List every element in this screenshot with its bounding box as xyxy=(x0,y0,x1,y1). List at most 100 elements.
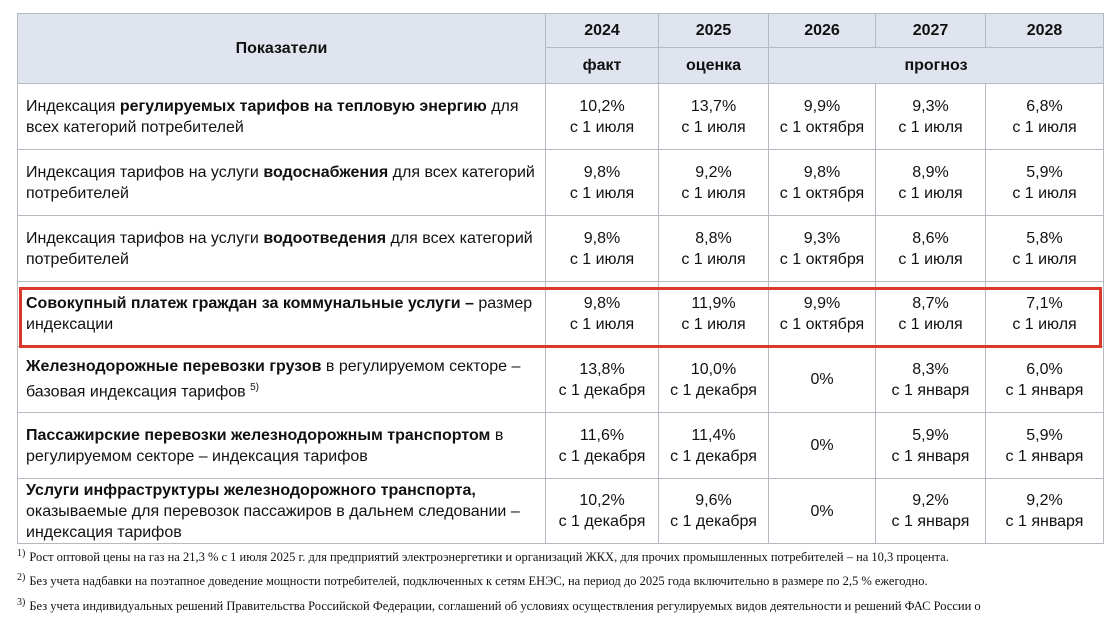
value: 8,6% xyxy=(912,229,949,247)
year: 2027 xyxy=(912,22,949,39)
value-cell: 5,8% с 1 июля xyxy=(985,215,1104,282)
highlight-frame xyxy=(19,287,1102,348)
value-cell: 8,3% с 1 января xyxy=(875,346,986,413)
date: с 1 июля xyxy=(569,118,635,136)
date: с 1 июля xyxy=(681,316,746,333)
year-cell: 2027 xyxy=(875,13,986,48)
date: с 1 июля xyxy=(1012,250,1077,268)
value: 5,9% xyxy=(912,426,949,444)
row-label-cell: Услуги инфраструктуры железнодорожного т… xyxy=(17,478,546,544)
date: с 1 января xyxy=(891,513,970,530)
date: с 1 июля xyxy=(681,250,746,268)
date: с 1 июля xyxy=(898,316,963,333)
row-label: Индексация тарифов на услуги водоотведен… xyxy=(26,228,537,270)
value-cell: 9,9% с 1 октября xyxy=(768,83,876,150)
value-cell: 10,2% с 1 июля xyxy=(545,83,659,150)
value: 8,7% xyxy=(912,295,949,312)
label-part: для всех категорий потребителей xyxy=(26,163,535,202)
value: 9,6% xyxy=(695,492,732,509)
footnote-text: Без учета надбавки на поэтапное доведени… xyxy=(29,574,928,589)
value-cell: 8,8% с 1 июля xyxy=(658,215,769,282)
date: с 1 декабря xyxy=(670,513,757,530)
value: 0% xyxy=(810,502,834,520)
value: 9,3% xyxy=(912,97,949,115)
value: 5,9% xyxy=(1026,163,1063,181)
date: с 1 декабря xyxy=(558,513,646,530)
footnote-text: Без учета индивидуальных решений Правите… xyxy=(29,599,981,614)
status: факт xyxy=(582,57,622,74)
value-cell: 9,8% с 1 июля xyxy=(545,215,659,282)
year-cell: 2026 xyxy=(768,13,876,48)
label-part: Совокупный платеж граждан за коммунальны… xyxy=(26,295,474,312)
date: с 1 июля xyxy=(898,118,963,136)
value-cell: 9,8% с 1 июля xyxy=(545,149,659,216)
footnote: 2) Без учета надбавки на поэтапное доведе… xyxy=(17,572,928,589)
date: с 1 октября xyxy=(779,250,865,268)
year: 2026 xyxy=(804,22,840,39)
label-part: Пассажирские перевозки железнодорожным т… xyxy=(26,426,491,444)
value-cell: 9,2% с 1 июля xyxy=(658,149,769,216)
status-cell: факт xyxy=(545,47,659,84)
label-part: водоснабжения xyxy=(263,163,389,181)
value-cell: 8,6% с 1 июля xyxy=(875,215,986,282)
value: 10,0% xyxy=(690,360,737,378)
date: с 1 июля xyxy=(898,250,963,268)
value: 10,2% xyxy=(579,492,625,509)
date: с 1 января xyxy=(1005,513,1084,530)
value: 5,8% xyxy=(1026,229,1063,247)
value: 10,2% xyxy=(579,97,625,115)
date: с 1 декабря xyxy=(670,447,757,465)
value: 11,4% xyxy=(691,426,736,444)
row-label-cell: Железнодорожные перевозки грузов в регул… xyxy=(17,346,546,413)
row-label: Пассажирские перевозки железнодорожным т… xyxy=(26,425,537,467)
value-cell: 10,0% с 1 декабря xyxy=(658,346,769,413)
value: 7,1% xyxy=(1026,295,1063,312)
row-label-cell: Пассажирские перевозки железнодорожным т… xyxy=(17,412,546,479)
label-part: для всех категорий потребителей xyxy=(26,229,533,268)
value: 9,2% xyxy=(695,163,732,181)
footnote: 3) Без учета индивидуальных решений Прави… xyxy=(17,597,981,614)
value-cell: 5,9% с 1 июля xyxy=(985,149,1104,216)
date: с 1 июля xyxy=(681,118,746,136)
value-cell: 9,2% с 1 января xyxy=(985,478,1104,544)
footnote: 1) Рост оптовой цены на газ на 21,3 % с 1… xyxy=(17,548,949,565)
footnote-text: Рост оптовой цены на газ на 21,3 % с 1 и… xyxy=(29,550,949,565)
header-cell: Показатели xyxy=(17,13,546,84)
value-cell: 0% xyxy=(768,412,876,479)
year-cell: 2024 xyxy=(545,13,659,48)
value-cell: 9,8% с 1 октября xyxy=(768,149,876,216)
label-part: в регулируемом секторе – базовая индекса… xyxy=(26,358,521,401)
row-label: Индексация тарифов на услуги водоснабжен… xyxy=(26,162,537,204)
value-cell: 8,9% с 1 июля xyxy=(875,149,986,216)
date: с 1 июля xyxy=(898,184,963,202)
date: с 1 января xyxy=(1005,447,1084,465)
label-part: 5) xyxy=(250,382,259,394)
label-part: для всех категорий потребителей xyxy=(26,97,519,136)
date: с 1 июля xyxy=(1012,118,1077,136)
footnote-mark: 1) xyxy=(17,548,26,559)
status: прогноз xyxy=(904,57,968,74)
year-cell: 2028 xyxy=(985,13,1104,48)
value: 6,0% xyxy=(1026,360,1063,378)
row-label-cell: Индексация тарифов на услуги водоснабжен… xyxy=(17,149,546,216)
date: с 1 декабря xyxy=(558,381,646,399)
date: с 1 января xyxy=(891,381,970,399)
row-label-cell: Индексация тарифов на услуги водоотведен… xyxy=(17,215,546,282)
year-cell: 2025 xyxy=(658,13,769,48)
row-label: Совокупный платеж граждан за коммунальны… xyxy=(26,293,537,335)
row-label: Железнодорожные перевозки грузов в регул… xyxy=(26,356,537,402)
value: 8,8% xyxy=(695,229,732,247)
row-label-cell: Индексация регулируемых тарифов на тепло… xyxy=(17,83,546,150)
value-cell: 6,0% с 1 января xyxy=(985,346,1104,413)
label-part: оказываемые для перевозок пассажиров в д… xyxy=(26,502,520,541)
label-part: Индексация xyxy=(26,97,120,115)
value-cell: 11,4% с 1 декабря xyxy=(658,412,769,479)
date: с 1 июля xyxy=(569,250,635,268)
value: 11,6% xyxy=(579,426,625,444)
footnote-mark: 3) xyxy=(17,597,26,608)
value: 9,2% xyxy=(1026,492,1063,509)
value: 11,9% xyxy=(691,295,736,312)
date: с 1 июля xyxy=(1012,316,1077,333)
value: 9,9% xyxy=(803,295,841,312)
